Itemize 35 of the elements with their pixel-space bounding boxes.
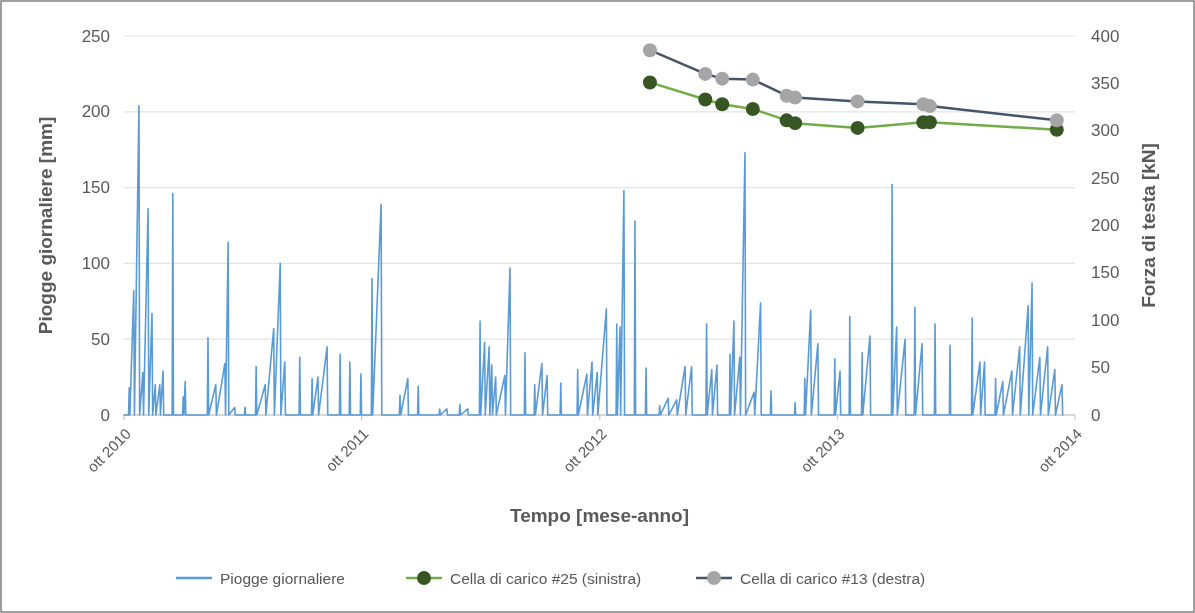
y-tick-label: 100 (81, 253, 110, 273)
y-tick-label: 150 (81, 178, 110, 198)
point (698, 66, 713, 81)
point (788, 90, 803, 105)
y2-tick-label: 0 (1091, 405, 1101, 425)
y2-tick-label: 50 (1091, 358, 1110, 378)
point (1049, 113, 1064, 128)
line-series (123, 104, 1064, 416)
point (850, 94, 865, 109)
point (745, 72, 760, 87)
y-axis-title: Piogge giornaliere [mm] (35, 116, 56, 335)
point (698, 92, 713, 107)
point (715, 97, 730, 112)
y-tick-label: 250 (81, 26, 110, 46)
x-axis-title: Tempo [mese-anno] (509, 505, 690, 526)
point (788, 116, 803, 131)
legend-label: Cella di carico #13 (destra) (740, 569, 926, 587)
y-tick-label: 0 (100, 405, 110, 425)
y2-tick-label: 100 (1091, 310, 1120, 330)
legend-label: Cella di carico #25 (sinistra) (450, 569, 642, 587)
y-tick-label: 50 (91, 329, 110, 349)
y2-tick-label: 150 (1091, 263, 1120, 283)
y-tick-label: 200 (81, 102, 110, 122)
point (642, 75, 657, 90)
point (642, 43, 657, 58)
y2-tick-label: 350 (1091, 73, 1120, 93)
y2-tick-label: 250 (1091, 168, 1120, 188)
point (715, 71, 730, 86)
y2-tick-label: 400 (1091, 26, 1120, 46)
y2-tick-label: 300 (1091, 121, 1120, 141)
y2-tick-label: 200 (1091, 216, 1120, 235)
point (850, 120, 865, 135)
point (745, 101, 760, 116)
y2-axis-title: Forza di testa [kN] (1138, 143, 1159, 308)
legend-label: Piogge giornaliere (220, 569, 345, 587)
